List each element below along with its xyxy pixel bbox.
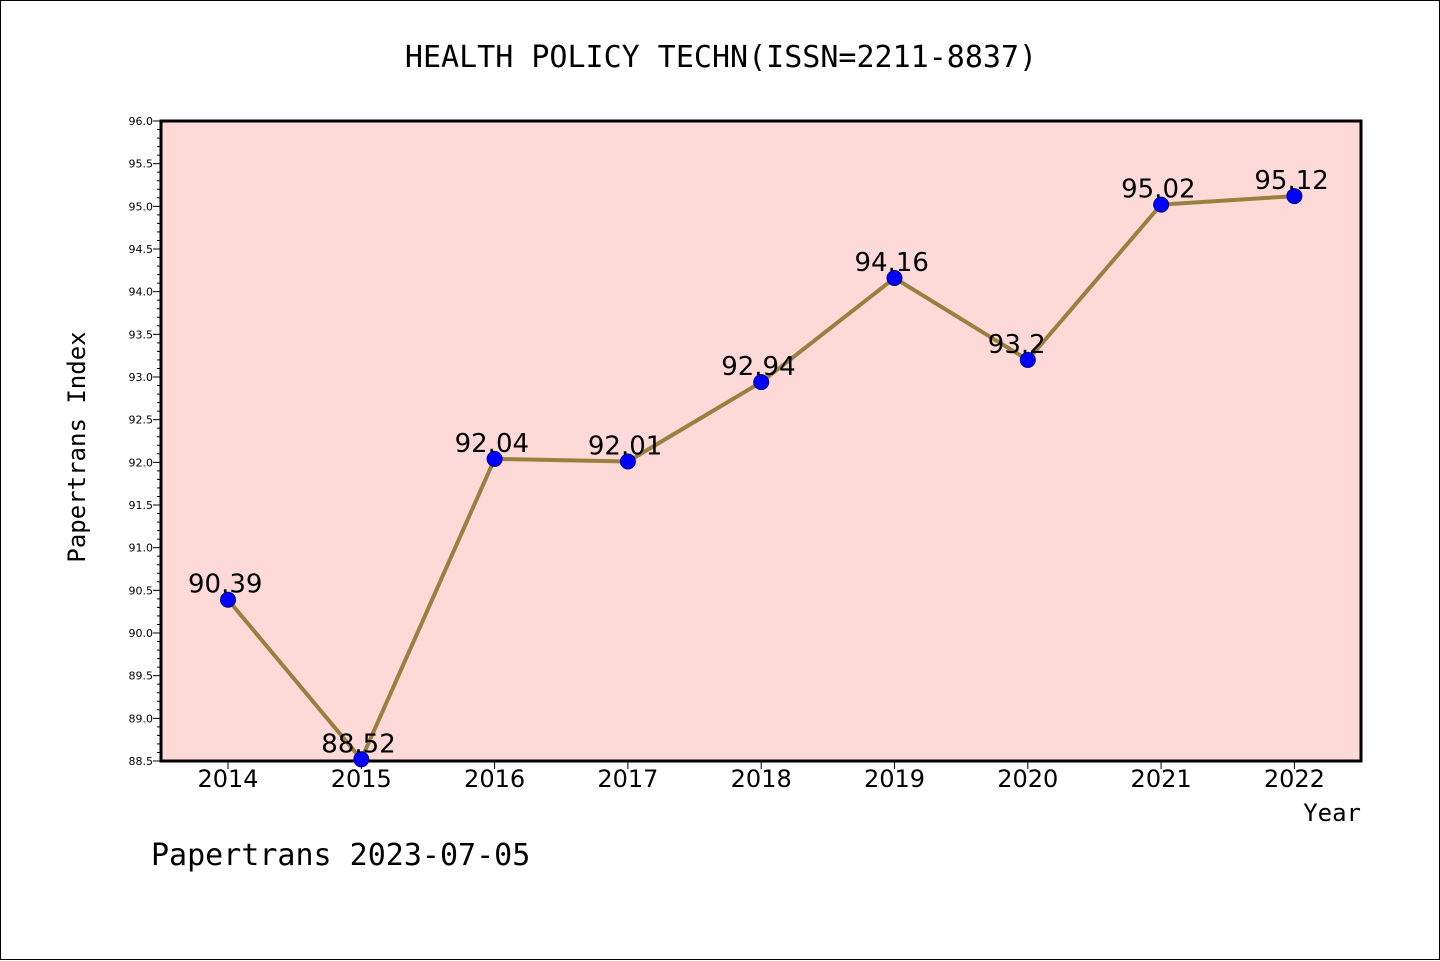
plot-area bbox=[159, 119, 1363, 763]
y-axis: 88.5 89.0 89.5 90.0 90.5 91.0 91.5 92.0 92.5 93.0… bbox=[129, 115, 161, 768]
y-tick-label: 88.5 bbox=[129, 755, 154, 768]
x-tick-label: 2014 bbox=[197, 765, 258, 793]
y-tick-label: 91.5 bbox=[129, 499, 154, 512]
data-label-2020: 93.2 bbox=[988, 330, 1046, 360]
x-tick-label: 2015 bbox=[331, 765, 392, 793]
x-tick-label: 2021 bbox=[1131, 765, 1192, 793]
data-point-2022 bbox=[1286, 188, 1303, 205]
y-tick-label: 95.0 bbox=[129, 200, 154, 213]
series-group bbox=[220, 188, 1303, 768]
data-point-2017 bbox=[619, 453, 636, 470]
y-tick-label: 93.0 bbox=[129, 371, 154, 384]
data-point-2014 bbox=[220, 591, 236, 608]
data-label-2015: 88.52 bbox=[321, 729, 395, 759]
data-label-2016: 92.04 bbox=[455, 429, 529, 459]
data-label-2022: 95.12 bbox=[1254, 166, 1328, 196]
y-tick-label: 96.0 bbox=[129, 115, 154, 128]
data-point-2020 bbox=[1019, 351, 1036, 368]
x-tick-label: 2022 bbox=[1264, 765, 1325, 793]
y-tick-label: 89.0 bbox=[129, 712, 154, 725]
y-tick-label: 90.0 bbox=[129, 627, 154, 640]
data-point-2018 bbox=[753, 374, 770, 391]
data-point-2016 bbox=[486, 450, 503, 467]
x-tick-label: 2016 bbox=[464, 765, 525, 793]
chart-title: HEALTH POLICY TECHN(ISSN=2211-8837) bbox=[405, 40, 1037, 75]
data-label-2018: 92.94 bbox=[721, 352, 795, 382]
y-tick-label: 93.5 bbox=[129, 328, 154, 341]
y-tick-label: 92.5 bbox=[129, 414, 154, 427]
x-tick-label: 2017 bbox=[597, 765, 658, 793]
y-tick-label: 91.0 bbox=[129, 542, 154, 555]
y-tick-label: 92.0 bbox=[129, 456, 154, 469]
y-tick-label: 89.5 bbox=[129, 670, 154, 683]
footer-text: Papertrans 2023-07-05 bbox=[151, 838, 530, 873]
x-axis-label: Year bbox=[1303, 799, 1361, 827]
x-tick-label: 2020 bbox=[997, 765, 1058, 793]
x-axis: 2014 2015 2016 2017 2018 2019 2020 2021 2022 bbox=[197, 761, 1325, 793]
y-tick-label: 94.5 bbox=[129, 243, 154, 256]
data-label-2014: 90.39 bbox=[188, 570, 262, 600]
y-tick-label: 90.5 bbox=[129, 584, 154, 597]
y-axis-label: Papertrans Index bbox=[63, 331, 91, 562]
x-tick-label: 2018 bbox=[731, 765, 792, 793]
data-point-2015 bbox=[353, 751, 370, 768]
y-tick-label: 94.0 bbox=[129, 286, 154, 299]
x-tick-label: 2019 bbox=[864, 765, 925, 793]
data-label-2017: 92.01 bbox=[588, 431, 662, 461]
data-labels: 90.39 88.52 92.04 92.01 92.94 94.16 93.2 95.02 9… bbox=[188, 166, 1329, 759]
data-label-2021: 95.02 bbox=[1121, 175, 1195, 205]
data-point-2019 bbox=[886, 270, 903, 287]
y-tick-label: 95.5 bbox=[129, 158, 154, 171]
data-label-2019: 94.16 bbox=[855, 248, 929, 278]
data-point-2021 bbox=[1153, 196, 1170, 213]
